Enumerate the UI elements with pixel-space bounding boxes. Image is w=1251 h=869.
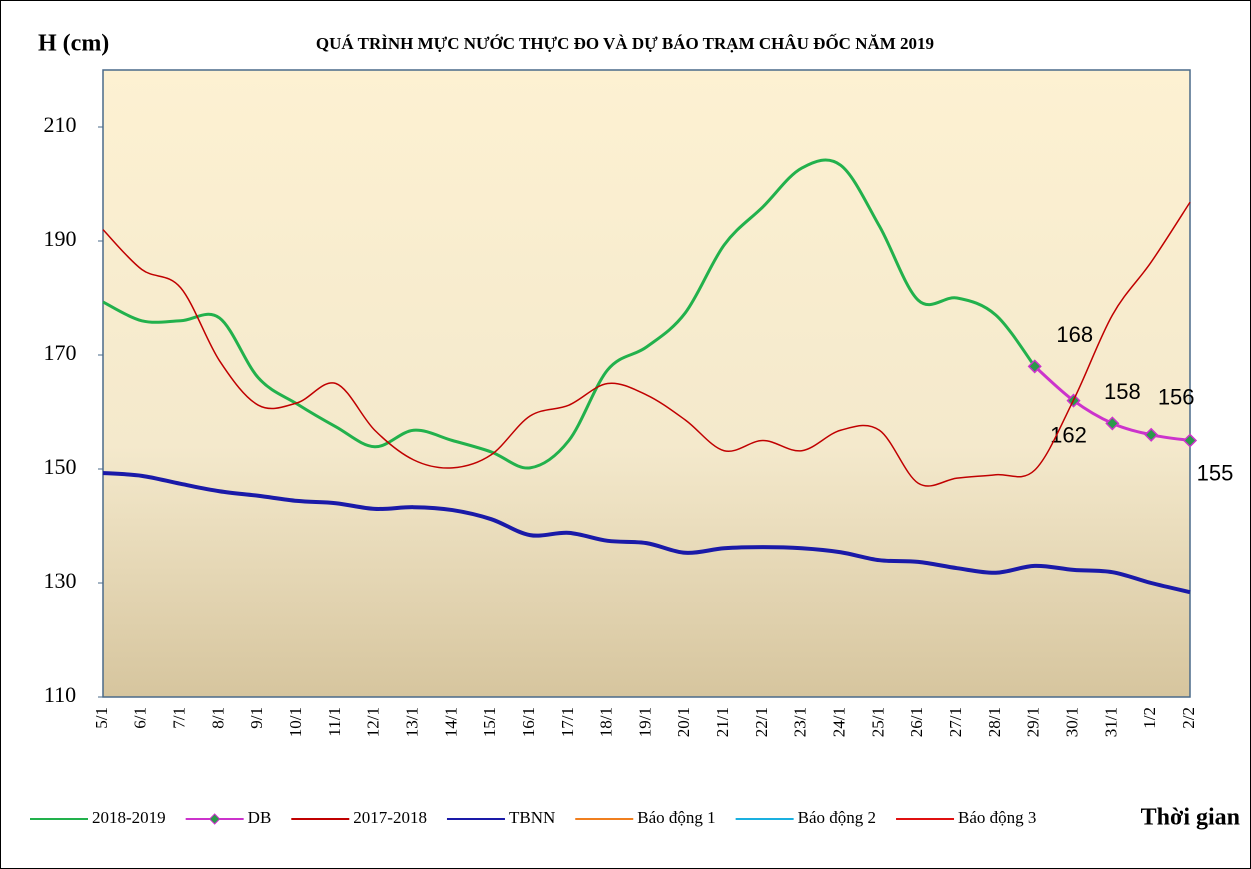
x-tick-label: 30/1 — [1062, 707, 1081, 737]
data-label: 155 — [1197, 460, 1234, 485]
marker — [1027, 359, 1042, 374]
legend-label: Báo động 1 — [637, 808, 715, 827]
legend-label: Báo động 3 — [958, 808, 1036, 827]
legend-label: 2017-2018 — [353, 808, 427, 827]
series-line — [102, 158, 1036, 470]
plot-area — [102, 69, 1191, 698]
x-tick-label: 21/1 — [713, 707, 732, 737]
x-tick-label: 18/1 — [597, 707, 616, 737]
x-tick-label: 27/1 — [946, 707, 965, 737]
y-tick-label: 190 — [44, 226, 77, 251]
x-tick-label: 6/1 — [131, 707, 150, 729]
series-line — [102, 201, 1191, 487]
y-tick-label: 150 — [44, 454, 77, 479]
x-tick-label: 11/1 — [325, 707, 344, 737]
x-tick-label: 14/1 — [441, 707, 460, 737]
legend-label: 2018-2019 — [92, 808, 166, 827]
legend-marker — [208, 813, 221, 825]
x-tick-label: 8/1 — [208, 707, 227, 729]
y-tick-label: 110 — [44, 682, 76, 707]
y-tick-label: 210 — [44, 112, 77, 137]
x-tick-label: 16/1 — [519, 707, 538, 737]
legend-label: Báo động 2 — [798, 808, 876, 827]
data-label: 168 — [1056, 322, 1093, 347]
x-tick-label: 22/1 — [752, 707, 771, 737]
marker — [1105, 416, 1120, 431]
x-tick-label: 13/1 — [402, 707, 421, 737]
x-tick-label: 1/2 — [1140, 707, 1159, 729]
x-tick-label: 12/1 — [364, 707, 383, 737]
series-line — [102, 470, 1191, 595]
y-axis-label: H (cm) — [38, 31, 109, 57]
x-tick-label: 29/1 — [1024, 707, 1043, 737]
x-tick-label: 25/1 — [868, 707, 887, 737]
x-tick-label: 5/1 — [92, 707, 111, 729]
x-tick-label: 19/1 — [635, 707, 654, 737]
x-tick-label: 17/1 — [558, 707, 577, 737]
y-tick-label: 130 — [44, 568, 77, 593]
legend-label: DB — [248, 808, 272, 827]
x-tick-label: 24/1 — [830, 707, 849, 737]
x-tick-label: 15/1 — [480, 707, 499, 737]
data-label: 158 — [1104, 379, 1141, 404]
x-tick-label: 2/2 — [1179, 707, 1198, 729]
x-tick-label: 20/1 — [674, 707, 693, 737]
x-tick-label: 31/1 — [1101, 707, 1120, 737]
data-label: 156 — [1158, 385, 1195, 410]
y-tick-label: 170 — [44, 340, 77, 365]
x-tick-label: 9/1 — [247, 707, 266, 729]
x-tick-label: 28/1 — [985, 707, 1004, 737]
marker — [1144, 427, 1159, 442]
x-tick-label: 23/1 — [791, 707, 810, 737]
data-label: 162 — [1050, 422, 1087, 447]
chart-title: QUÁ TRÌNH MỰC NƯỚC THỰC ĐO VÀ DỰ BÁO TRẠ… — [316, 33, 934, 53]
x-tick-label: 7/1 — [170, 707, 189, 729]
x-tick-label: 26/1 — [907, 707, 926, 737]
legend-label: TBNN — [509, 808, 555, 827]
marker — [1182, 433, 1198, 448]
x-axis-label: Thời gian — [1141, 805, 1240, 831]
x-tick-label: 10/1 — [286, 707, 305, 737]
